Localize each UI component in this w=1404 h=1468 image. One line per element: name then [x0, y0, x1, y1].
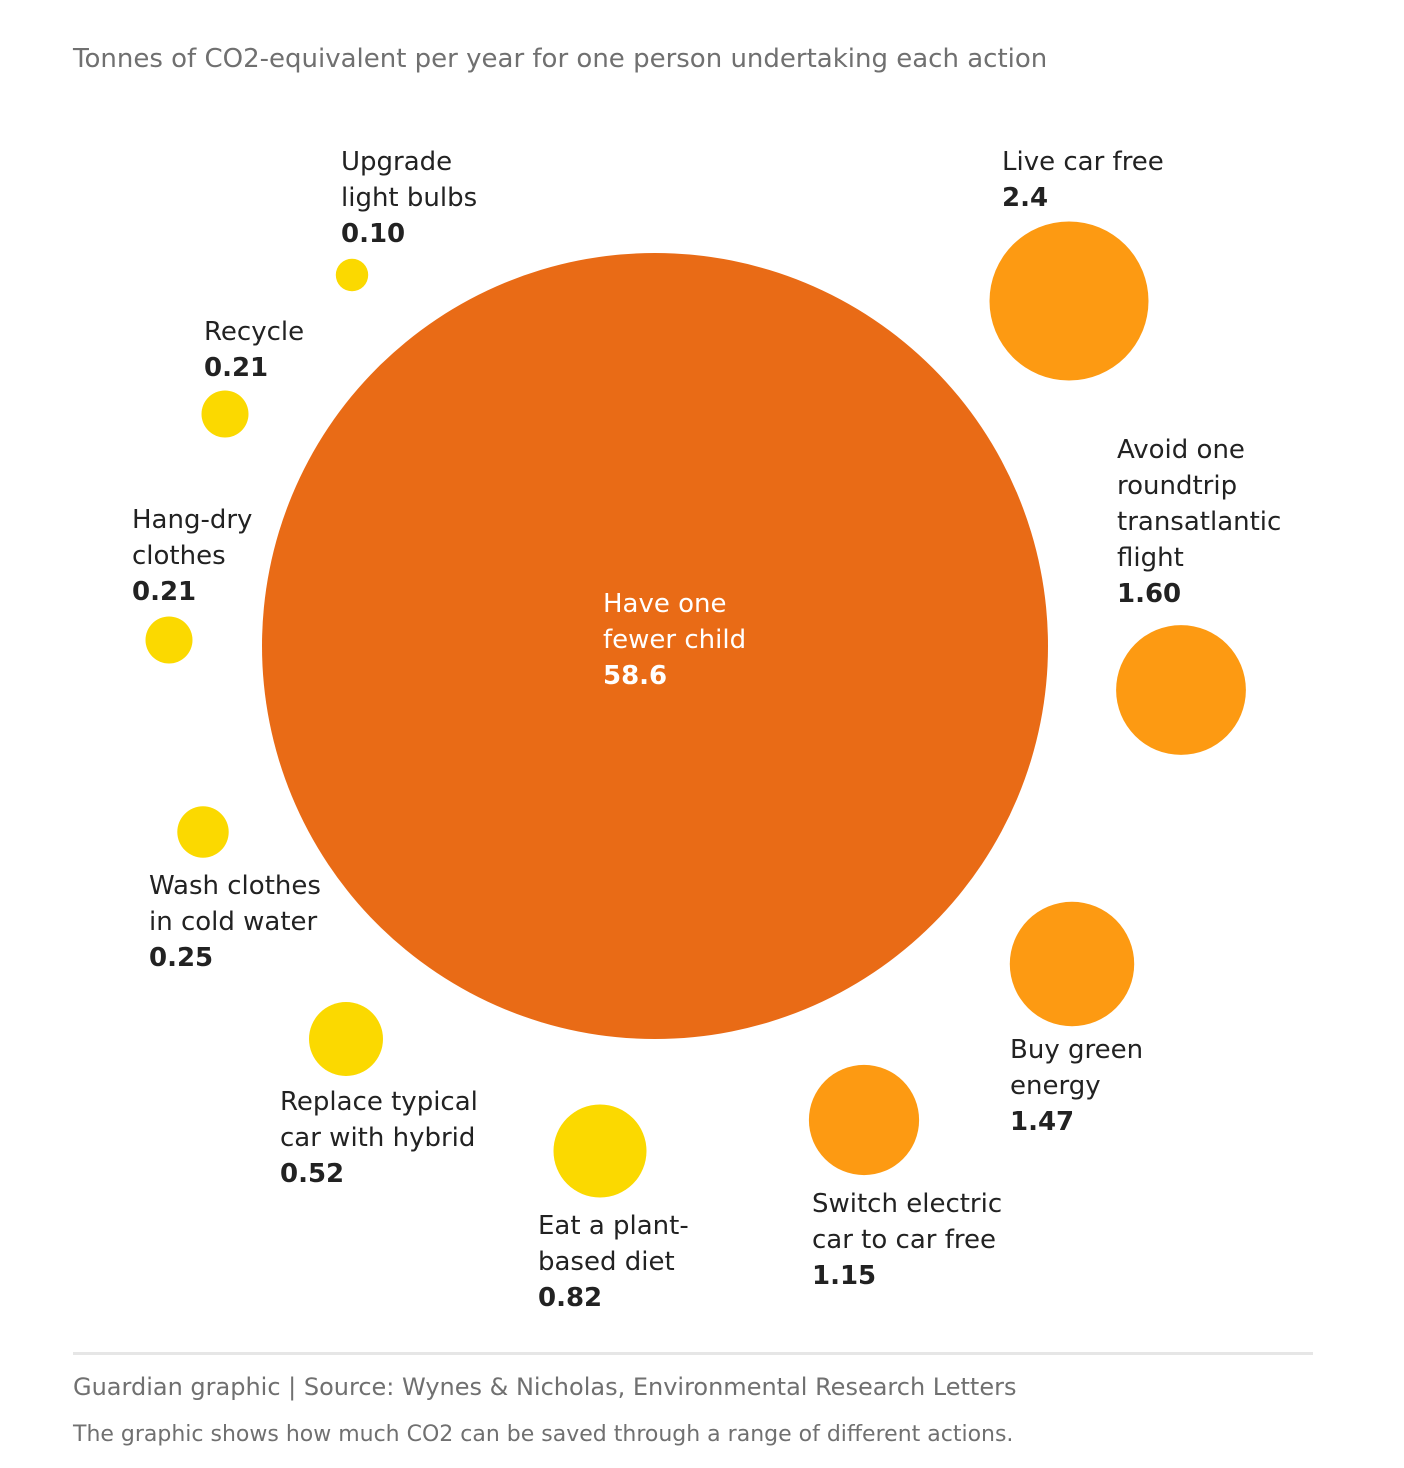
bubble-group-upgrade-light-bulbs: Upgrade light bulbs 0.10 [335, 147, 477, 292]
bubble-label: transatlantic [1117, 507, 1281, 537]
bubble-label: light bulbs [341, 183, 477, 213]
bubble-label: Upgrade [341, 147, 452, 177]
source-note: Guardian graphic | Source: Wynes & Nicho… [73, 1373, 1017, 1401]
bubble-switch-electric-car-to-car-free [808, 1064, 920, 1176]
bubble-recycle [201, 390, 249, 438]
bubble-live-car-free [989, 221, 1149, 381]
bubble-value: 0.21 [204, 353, 268, 383]
bubble-group-replace-typical-car-with-hybrid: Replace typical car with hybrid 0.52 [280, 1002, 478, 1189]
bubble-group-have-one-fewer-child: Have one fewer child 58.6 [262, 253, 1048, 1039]
bubble-buy-green-energy [1009, 901, 1135, 1027]
bubble-label: Replace typical [280, 1087, 478, 1117]
bubble-upgrade-light-bulbs [335, 258, 369, 292]
bubble-label: Live car free [1002, 147, 1164, 177]
bubble-label: Hang-dry [132, 505, 252, 535]
bubble-value: 1.47 [1010, 1107, 1074, 1137]
bubble-label: based diet [538, 1247, 675, 1277]
bubble-avoid-one-roundtrip-transatlantic-flight [1116, 625, 1246, 755]
bubble-value: 0.52 [280, 1159, 344, 1189]
bubble-label: Have one [603, 589, 727, 619]
bubble-value: 0.21 [132, 577, 196, 607]
bubble-value: 58.6 [603, 661, 667, 691]
bubble-wash-clothes-in-cold-water [177, 806, 229, 858]
bubble-eat-a-plant-based-diet [553, 1104, 647, 1198]
bubble-label: car to car free [812, 1225, 996, 1255]
bubble-label: fewer child [603, 625, 746, 655]
bubble-value: 0.10 [341, 219, 405, 249]
bubble-value: 0.25 [149, 943, 213, 973]
bubble-hang-dry-clothes [145, 616, 193, 664]
bubble-label: Recycle [204, 317, 304, 347]
bubble-label: Wash clothes [149, 871, 321, 901]
bubble-group-switch-electric-car-to-car-free: Switch electric car to car free 1.15 [808, 1064, 1002, 1291]
bubble-chart: Have one fewer child 58.6 Live car free 2.4 A… [132, 147, 1281, 1313]
bubble-group-eat-a-plant-based-diet: Eat a plant-based diet 0.82 [538, 1104, 689, 1313]
bubble-label: Buy green [1010, 1035, 1143, 1065]
bubble-value: 2.4 [1002, 183, 1048, 213]
bubble-value: 1.60 [1117, 579, 1181, 609]
divider [73, 1352, 1313, 1355]
bubble-value: 1.15 [812, 1261, 876, 1291]
bubble-group-recycle: Recycle 0.21 [201, 317, 304, 438]
bubble-label: Eat a plant- [538, 1211, 689, 1241]
bubble-replace-typical-car-with-hybrid [309, 1002, 383, 1076]
bubble-label: Avoid one [1117, 435, 1245, 465]
bubble-label: in cold water [149, 907, 318, 937]
bubble-value: 0.82 [538, 1283, 602, 1313]
bubble-label: energy [1010, 1071, 1101, 1101]
chart-subtitle: Tonnes of CO2-equivalent per year for on… [73, 44, 1048, 74]
bubble-group-wash-clothes-in-cold-water: Wash clothes in cold water 0.25 [149, 806, 321, 973]
bubble-have-one-fewer-child [262, 253, 1048, 1039]
bubble-label: clothes [132, 541, 226, 571]
bubble-label: car with hybrid [280, 1123, 475, 1153]
bubble-group-hang-dry-clothes: Hang-dry clothes 0.21 [132, 505, 252, 664]
bubble-label: roundtrip [1117, 471, 1237, 501]
bubble-label: Switch electric [812, 1189, 1002, 1219]
bubble-label: flight [1117, 543, 1184, 573]
chart-caption: The graphic shows how much CO2 can be sa… [73, 1422, 1014, 1447]
bubble-group-buy-green-energy: Buy green energy 1.47 [1009, 901, 1143, 1137]
bubble-group-avoid-one-roundtrip-transatlantic-flight: Avoid one roundtrip transatlantic flight 1.6… [1116, 435, 1281, 755]
bubble-group-live-car-free: Live car free 2.4 [989, 147, 1164, 381]
